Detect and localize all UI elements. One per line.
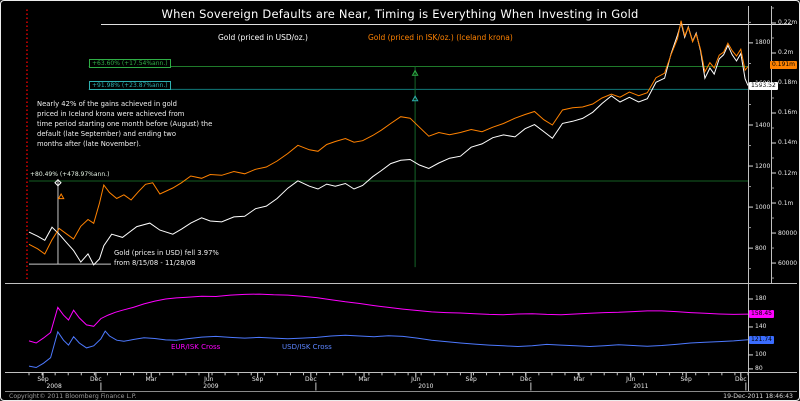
axis-tick-label: Dec — [305, 375, 317, 383]
axis-tick-label: Dec — [520, 375, 532, 383]
chart-title: When Sovereign Defaults are Near, Timing… — [161, 7, 639, 21]
axis-tick-label: 60000 — [778, 259, 798, 267]
axis-tick-label: Dec — [734, 375, 747, 383]
axis-tick-label: 1000 — [755, 203, 771, 211]
gain-annotation-default-window: +80.49% (+478.97%ann.) — [30, 171, 110, 178]
legend-gold-usd[interactable]: Gold (priced in USD/oz.) — [218, 33, 308, 42]
axis-tick-label: Sep — [37, 375, 49, 383]
axis-tick-label: 0.18m — [778, 79, 798, 87]
legend-usd-isk[interactable]: USD/ISK Cross — [282, 343, 332, 351]
axis-tick-label: 0.2m — [778, 49, 794, 57]
axis-tick-label: 80000 — [778, 229, 798, 237]
timestamp-text: 19-Dec-2011 18:46:43 — [723, 393, 793, 400]
axis-tick-label: 1200 — [755, 162, 771, 170]
axis-tick-label: 0.1m — [778, 199, 794, 207]
usd-fell-note: Gold (prices in USD) fell 3.97% from 8/1… — [114, 249, 219, 267]
axis-tick-label: 2011 — [633, 383, 649, 390]
eur-isk-line — [28, 293, 749, 344]
axis-tick-label: Sep — [680, 375, 692, 383]
marker-triangle-icon — [57, 193, 65, 200]
marker-diamond-icon — [54, 179, 62, 187]
legend-gold-isk[interactable]: Gold (priced in ISK/oz.) (Iceland krona) — [368, 33, 513, 42]
last-price-eur-isk: 158.45 — [749, 310, 774, 318]
axis-tick-label: Jun — [204, 375, 214, 383]
axis-tick-label: 0.22m — [778, 19, 798, 27]
marker-triangle-icon — [411, 69, 419, 76]
axis-tick-label: Dec — [90, 375, 102, 383]
gain-annotation-isk-total: +91.98% (+23.87%ann.) — [89, 81, 171, 90]
axis-tick-label: 800 — [755, 244, 767, 252]
axis-tick-label: Mar — [145, 375, 157, 383]
axis-tick-label: 0.14m — [778, 139, 798, 147]
axis-tick-label: Mar — [573, 375, 585, 383]
axis-tick-label: Jun — [411, 375, 421, 383]
legend-eur-isk[interactable]: EUR/ISK Cross — [171, 343, 221, 351]
marker-triangle-icon — [411, 95, 419, 102]
axis-tick-label: 180 — [755, 295, 767, 303]
last-price-gold-usd: 1593.52 — [749, 82, 778, 90]
usd-isk-line — [28, 330, 749, 369]
axis-tick-label: 1800 — [755, 39, 771, 47]
gold-isk-line — [28, 20, 749, 255]
axis-tick-label: 0.12m — [778, 169, 798, 177]
axis-tick-label: 140 — [755, 323, 767, 331]
axis-tick-label: 80 — [755, 365, 763, 373]
axis-tick-label: Mar — [358, 375, 370, 383]
copyright-text: Copyright© 2011 Bloomberg Finance L.P. — [9, 393, 137, 400]
axis-tick-label: 2010 — [418, 383, 434, 390]
last-price-gold-isk: 0.191m — [770, 61, 798, 69]
axis-tick-label: 0.16m — [778, 109, 798, 117]
last-price-usd-isk: 121.74 — [749, 336, 774, 344]
analysis-note: Nearly 42% of the gains achieved in gold… — [37, 100, 213, 148]
axis-tick-label: Sep — [465, 375, 477, 383]
axis-tick-label: 100 — [755, 351, 767, 359]
axis-tick-label: 1600 — [755, 80, 771, 88]
gain-annotation-isk-window: +63.60% (+17.54%ann.) — [89, 59, 171, 68]
axis-tick-label: 2009 — [203, 383, 219, 390]
axis-tick-label: 1400 — [755, 121, 771, 129]
axis-tick-label: Jun — [626, 375, 636, 383]
axis-tick-label: Sep — [251, 375, 264, 383]
axis-tick-label: 2008 — [46, 383, 62, 390]
